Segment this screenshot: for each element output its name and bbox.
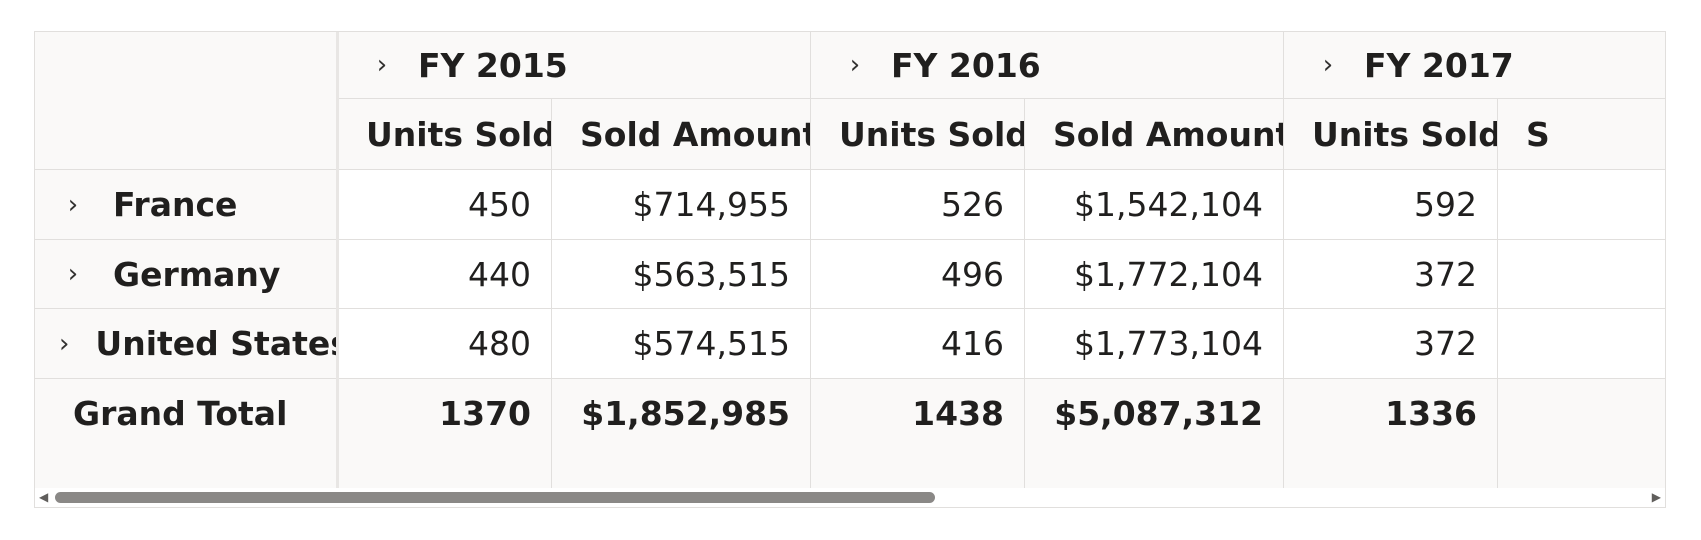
measure-header-sold-amount[interactable]: Sold Amount: [1025, 99, 1284, 170]
row-label: Germany: [113, 254, 281, 294]
chevron-right-icon[interactable]: ›: [1322, 50, 1334, 80]
year-header-fy2017[interactable]: › FY 2017: [1284, 32, 1665, 99]
frozen-column-divider: [336, 32, 339, 488]
value-cell-partial[interactable]: [1498, 170, 1665, 240]
chevron-right-icon[interactable]: ›: [849, 50, 861, 80]
value-cell[interactable]: $1,773,104: [1025, 309, 1284, 379]
value-cell[interactable]: 440: [338, 240, 552, 309]
grand-total-cell[interactable]: $1,852,985: [552, 379, 811, 488]
year-header-fy2016[interactable]: › FY 2016: [811, 32, 1284, 99]
value-cell-partial[interactable]: [1498, 240, 1665, 309]
value-cell[interactable]: $1,772,104: [1025, 240, 1284, 309]
row-header-united-states[interactable]: › United States: [35, 309, 338, 379]
row-label: United States: [95, 324, 338, 363]
grand-total-cell[interactable]: 1370: [338, 379, 552, 488]
measure-label: Units Sold: [839, 114, 1025, 154]
value-cell[interactable]: 496: [811, 240, 1025, 309]
measure-header-units-sold[interactable]: Units Sold: [338, 99, 552, 170]
row-header-germany[interactable]: › Germany: [35, 240, 338, 309]
measure-label: Units Sold: [1312, 114, 1498, 154]
year-label: FY 2015: [418, 45, 568, 85]
chevron-right-icon[interactable]: ›: [67, 189, 79, 220]
grand-total-cell[interactable]: $5,087,312: [1025, 379, 1284, 488]
scroll-right-arrow-icon[interactable]: ▶: [1651, 490, 1661, 504]
value-cell[interactable]: $574,515: [552, 309, 811, 379]
pivot-table: › FY 2015 › FY 2016 › FY 2017 Units Sold…: [34, 31, 1666, 508]
measure-label: Sold Amount: [580, 114, 811, 154]
value-cell[interactable]: $1,542,104: [1025, 170, 1284, 240]
measure-label: Units Sold: [366, 114, 552, 154]
year-label: FY 2016: [891, 45, 1041, 85]
measure-header-sold-amount[interactable]: Sold Amount: [552, 99, 811, 170]
measure-label: Sold Amount: [1053, 114, 1284, 154]
year-header-fy2015[interactable]: › FY 2015: [338, 32, 811, 99]
horizontal-scrollbar[interactable]: ◀ ▶: [35, 488, 1665, 507]
grand-total-header: Grand Total: [35, 379, 338, 488]
value-cell[interactable]: 480: [338, 309, 552, 379]
measure-header-units-sold[interactable]: Units Sold: [811, 99, 1025, 170]
value-cell[interactable]: $563,515: [552, 240, 811, 309]
value-cell-partial[interactable]: [1498, 309, 1665, 379]
value-cell[interactable]: 416: [811, 309, 1025, 379]
year-label: FY 2017: [1364, 45, 1514, 85]
value-cell[interactable]: 450: [338, 170, 552, 240]
chevron-right-icon[interactable]: ›: [59, 328, 70, 359]
value-cell[interactable]: 372: [1284, 309, 1498, 379]
grand-total-cell[interactable]: 1336: [1284, 379, 1498, 488]
value-cell[interactable]: 526: [811, 170, 1025, 240]
measure-header-sold-amount-partial[interactable]: S: [1498, 99, 1665, 170]
chevron-right-icon[interactable]: ›: [376, 50, 388, 80]
measure-label: S: [1526, 114, 1550, 154]
row-label: France: [113, 185, 238, 224]
value-cell[interactable]: $714,955: [552, 170, 811, 240]
grand-total-label: Grand Total: [73, 394, 288, 433]
row-header-france[interactable]: › France: [35, 170, 338, 240]
grand-total-cell-partial[interactable]: [1498, 379, 1665, 488]
value-cell[interactable]: 372: [1284, 240, 1498, 309]
measure-header-units-sold[interactable]: Units Sold: [1284, 99, 1498, 170]
value-cell[interactable]: 592: [1284, 170, 1498, 240]
grand-total-cell[interactable]: 1438: [811, 379, 1025, 488]
scrollbar-thumb[interactable]: [55, 492, 935, 503]
corner-header: [35, 32, 338, 170]
chevron-right-icon[interactable]: ›: [67, 259, 79, 289]
scroll-left-arrow-icon[interactable]: ◀: [39, 490, 49, 504]
